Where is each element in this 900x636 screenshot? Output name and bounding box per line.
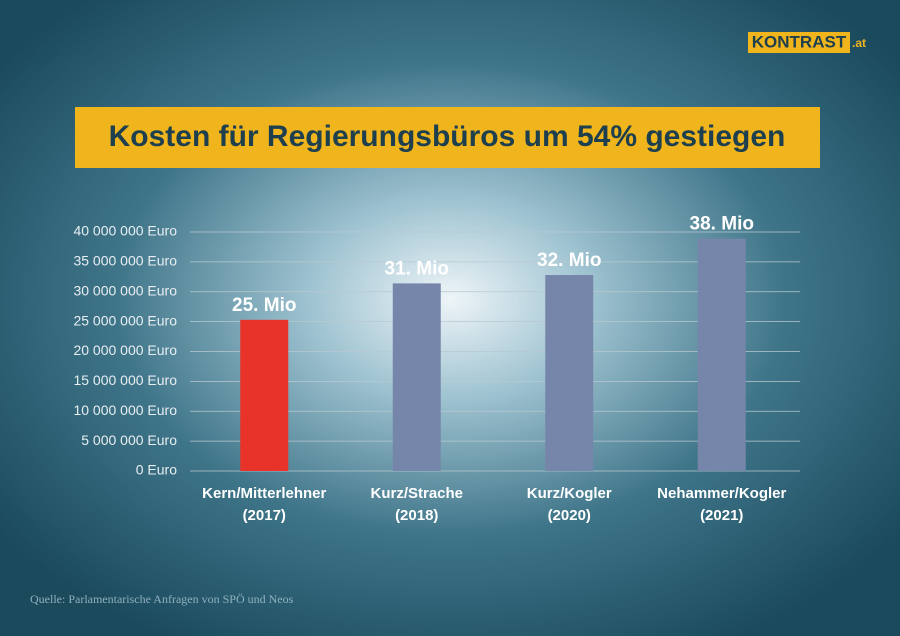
x-tick-label: Kern/Mitterlehner — [202, 485, 326, 502]
logo-suffix: .at — [852, 36, 866, 50]
x-tick-label: (2018) — [395, 507, 438, 524]
x-tick-label: Nehammer/Kogler — [657, 485, 786, 502]
y-tick-label: 20 000 000 Euro — [73, 342, 177, 358]
bar — [240, 319, 289, 471]
y-tick-label: 5 000 000 Euro — [81, 432, 177, 448]
x-tick-label: (2017) — [243, 507, 286, 524]
x-tick-label: Kurz/Strache — [370, 485, 463, 502]
y-tick-label: 25 000 000 Euro — [73, 312, 177, 328]
bar — [545, 275, 594, 471]
logo: KONTRAST — [752, 32, 847, 51]
value-label: 25. Mio — [232, 295, 296, 316]
x-tick-label: Kurz/Kogler — [527, 485, 612, 502]
source: Quelle: Parlamentarische Anfragen von SP… — [30, 592, 294, 606]
x-tick-label: (2021) — [700, 507, 743, 524]
y-tick-label: 30 000 000 Euro — [73, 282, 177, 298]
bar — [697, 238, 746, 471]
y-tick-label: 10 000 000 Euro — [73, 402, 177, 418]
value-label: 32. Mio — [537, 250, 601, 271]
x-tick-label: (2020) — [548, 507, 591, 524]
value-label: 38. Mio — [690, 214, 754, 235]
bar — [392, 283, 441, 471]
y-tick-label: 40 000 000 Euro — [73, 223, 177, 239]
y-tick-label: 35 000 000 Euro — [73, 253, 177, 269]
value-label: 31. Mio — [385, 258, 449, 279]
chart-title: Kosten für Regierungsbüros um 54% gestie… — [109, 120, 786, 153]
title-box — [75, 107, 820, 168]
logo-box — [748, 32, 850, 53]
y-tick-label: 15 000 000 Euro — [73, 372, 177, 388]
y-tick-label: 0 Euro — [136, 462, 177, 478]
